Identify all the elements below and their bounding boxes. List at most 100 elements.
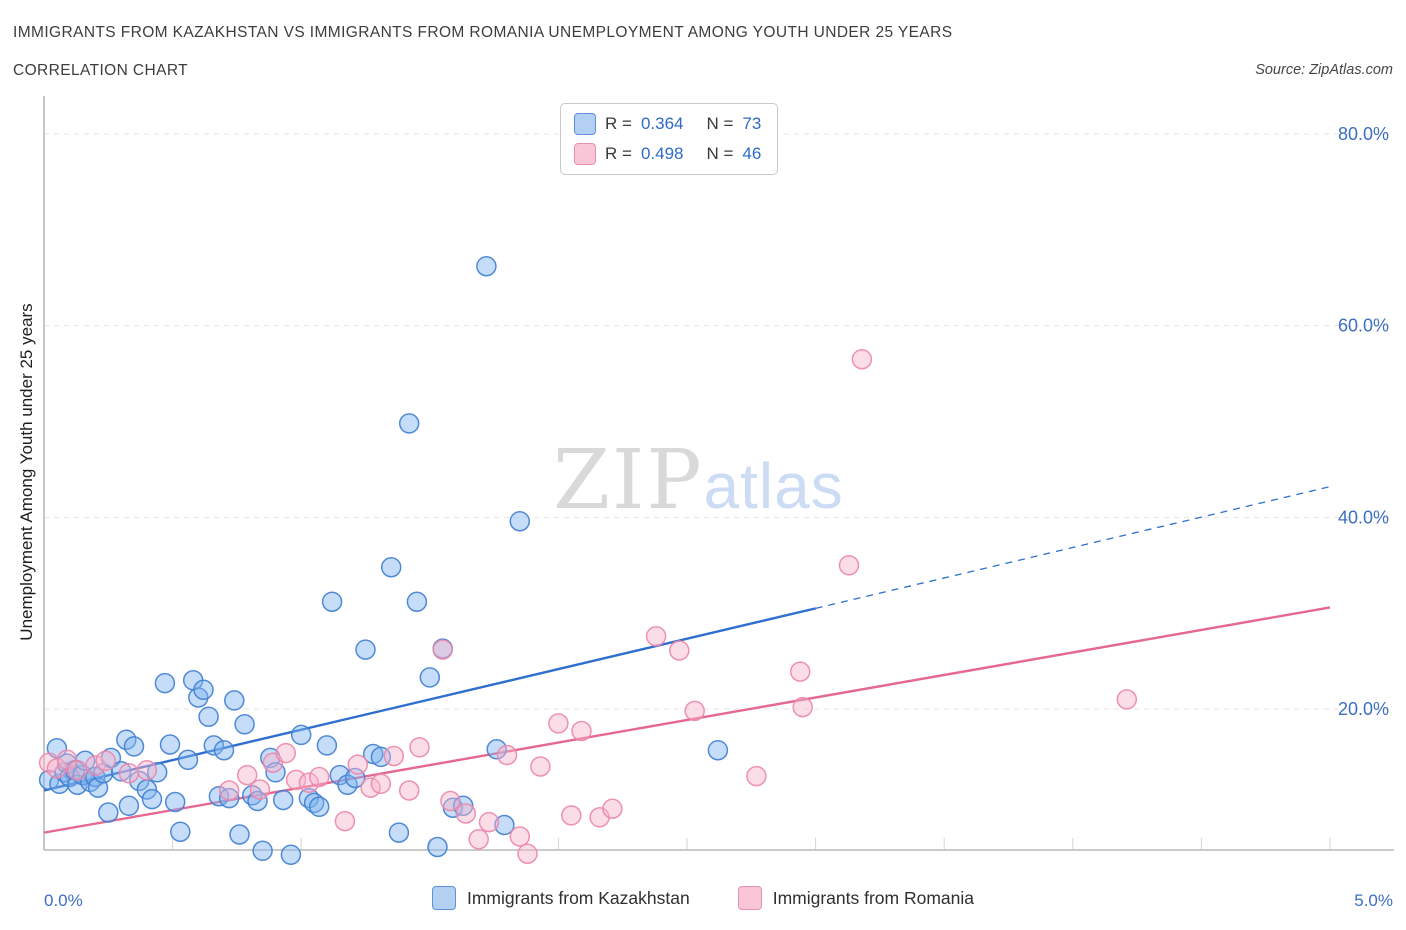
scatter-point-kazakhstan [388, 822, 410, 843]
n-label: N = [706, 114, 734, 133]
scatter-point-romania [308, 766, 330, 788]
x-axis-max-label: 5.0% [1354, 891, 1393, 910]
scatter-point-kazakhstan [49, 773, 70, 795]
scatter-point-romania [792, 696, 813, 718]
y-axis-tick-label: 80.0% [1338, 124, 1389, 144]
scatter-point-romania [249, 779, 271, 800]
romania-swatch-icon [574, 143, 596, 165]
r-value: 0.364 [640, 114, 684, 133]
scatter-point-kazakhstan [224, 690, 245, 711]
kazakhstan-legend-swatch-icon [431, 886, 456, 910]
legend-item-romania: Immigrants from Romania [737, 886, 974, 910]
scatter-point-kazakhstan [203, 735, 225, 756]
scatter-point-kazakhstan [159, 734, 181, 755]
scatter-point-kazakhstan [509, 510, 531, 532]
r-label: R = [605, 114, 632, 133]
scatter-point-romania [218, 780, 240, 801]
scatter-point-romania [95, 750, 116, 772]
scatter-point-kazakhstan [290, 724, 312, 746]
y-axis-title: Unemployment Among Youth under 25 years [17, 303, 36, 641]
scatter-point-romania [334, 810, 356, 832]
scatter-point-romania [347, 754, 369, 775]
scatter-point-romania [684, 700, 705, 722]
scatter-point-kazakhstan [427, 836, 448, 858]
legend-item-label: Immigrants from Kazakhstan [466, 887, 690, 908]
page-title: IMMIGRANTS FROM KAZAKHSTAN VS IMMIGRANTS… [13, 24, 953, 41]
scatter-point-romania [136, 760, 158, 781]
scatter-point-kazakhstan [272, 789, 294, 811]
scatter-point-romania [85, 755, 106, 776]
scatter-point-kazakhstan [218, 787, 240, 809]
scatter-point-romania [478, 811, 500, 833]
scatter-point-romania [548, 713, 569, 734]
scatter-point-romania [468, 829, 489, 850]
scatter-point-kazakhstan [141, 788, 163, 810]
scatter-point-romania [455, 803, 477, 824]
scatter-point-romania [56, 749, 78, 771]
scatter-point-kazakhstan [123, 736, 145, 757]
scatter-point-romania [509, 826, 531, 847]
scatter-point-romania [298, 772, 320, 794]
scatter-point-kazakhstan [321, 591, 343, 612]
scatter-point-kazakhstan [355, 639, 376, 660]
scatter-point-romania [440, 790, 461, 812]
kazakhstan-swatch-icon [574, 113, 596, 135]
scatter-point-romania [275, 742, 297, 764]
scatter-point-romania [67, 760, 88, 781]
scatter-point-kazakhstan [146, 762, 168, 783]
scatter-point-romania [370, 773, 392, 795]
scatter-point-kazakhstan [67, 774, 88, 795]
scatter-point-romania [1116, 689, 1138, 710]
scatter-point-kazakhstan [170, 821, 191, 842]
scatter-point-kazakhstan [707, 739, 729, 761]
romania-trend-line [43, 606, 1331, 834]
y-axis-tick-label: 40.0% [1338, 507, 1389, 527]
scatter-point-kazakhstan [110, 761, 132, 782]
scatter-point-kazakhstan [234, 714, 255, 735]
scatter-point-kazakhstan [252, 840, 273, 862]
scatter-point-kazakhstan [486, 739, 507, 760]
series-legend: Immigrants from Kazakhstan Immigrants fr… [0, 886, 1406, 910]
scatter-point-kazakhstan [208, 785, 230, 807]
r-label: R = [605, 144, 632, 163]
legend-item-kazakhstan: Immigrants from Kazakhstan [431, 886, 690, 910]
r-value: 0.498 [640, 144, 684, 163]
scatter-point-romania [645, 625, 667, 647]
y-axis-tick-label: 60.0% [1338, 316, 1389, 336]
scatter-point-kazakhstan [164, 791, 186, 813]
scatter-point-kazakhstan [198, 706, 219, 727]
scatter-point-kazakhstan [177, 749, 199, 771]
n-value: 46 [742, 144, 762, 163]
scatter-point-kazakhstan [419, 667, 441, 688]
scatter-point-romania [561, 805, 582, 826]
scatter-point-romania [398, 780, 420, 801]
scatter-point-romania [602, 798, 623, 819]
scatter-point-kazakhstan [476, 255, 497, 277]
scatter-point-romania [432, 639, 453, 660]
scatter-point-kazakhstan [213, 739, 235, 761]
romania-legend-swatch-icon [737, 886, 762, 910]
correlation-stats-legend: R = 0.364 N = 73 R = 0.498 N = 46 [560, 103, 779, 175]
scatter-point-romania [118, 762, 140, 784]
scatter-point-romania [838, 555, 860, 576]
scatter-point-kazakhstan [280, 844, 302, 865]
source-attribution: Source: ZipAtlas.com [1255, 62, 1393, 78]
scatter-point-kazakhstan [494, 814, 515, 836]
scatter-point-romania [851, 348, 873, 370]
kazakhstan-trend-line-extension [815, 486, 1331, 610]
n-label: N = [706, 144, 734, 163]
watermark-atlas-text: atlas [703, 450, 844, 522]
scatter-point-kazakhstan [398, 413, 420, 434]
scatter-point-kazakhstan [154, 672, 176, 694]
zipatlas-watermark: ZIP atlas [553, 440, 844, 522]
scatter-point-kazakhstan [452, 795, 474, 817]
scatter-point-kazakhstan [229, 824, 250, 845]
scatter-point-romania [530, 756, 551, 777]
page-subtitle: CORRELATION CHART [13, 62, 189, 79]
scatter-point-kazakhstan [98, 802, 119, 823]
scatter-point-romania [236, 764, 258, 786]
scatter-point-romania [746, 765, 767, 787]
scatter-point-kazakhstan [316, 735, 338, 756]
